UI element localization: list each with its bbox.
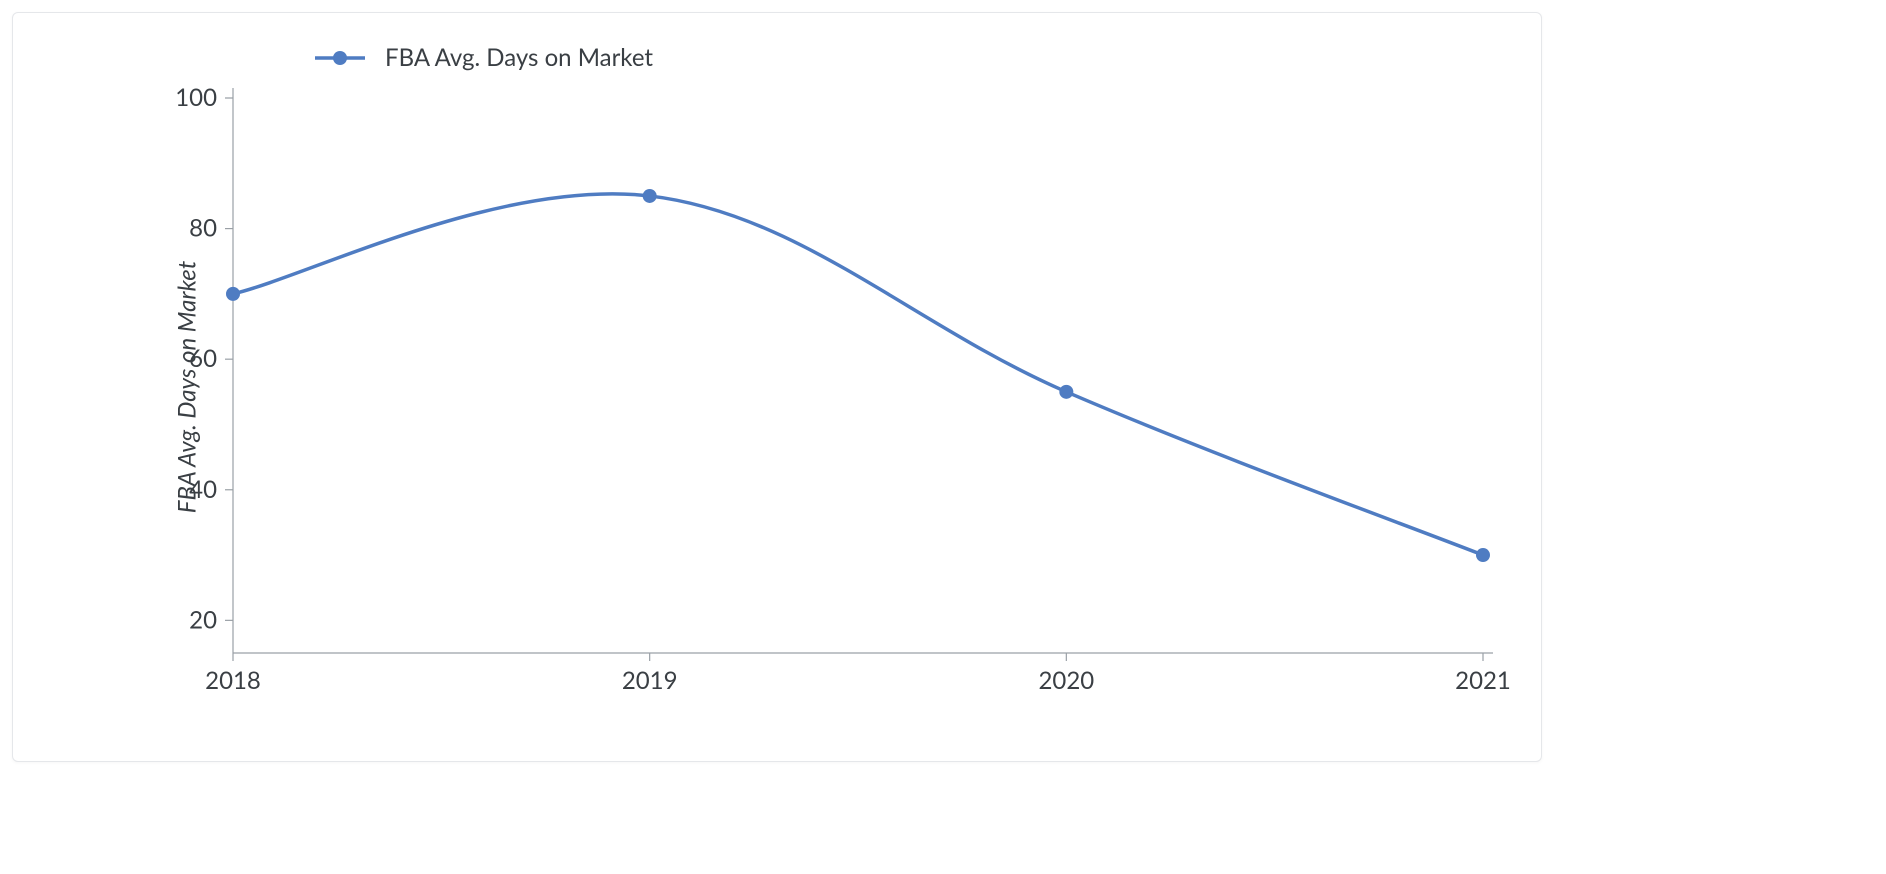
- line-chart: 204060801002018201920202021: [13, 13, 1542, 762]
- x-tick-label: 2019: [622, 666, 678, 695]
- x-tick-label: 2021: [1455, 666, 1511, 695]
- legend-label: FBA Avg. Days on Market: [385, 43, 653, 72]
- series-marker: [1476, 548, 1490, 562]
- series-marker: [226, 287, 240, 301]
- y-tick-label: 100: [175, 83, 217, 112]
- series-marker: [1059, 385, 1073, 399]
- y-tick-label: 20: [189, 605, 217, 634]
- y-axis-title: FBA Avg. Days on Market: [173, 261, 202, 513]
- chart-legend: FBA Avg. Days on Market: [313, 43, 653, 72]
- legend-swatch: [313, 48, 373, 68]
- series-marker: [643, 189, 657, 203]
- series-line: [233, 194, 1483, 555]
- chart-card: FBA Avg. Days on Market FBA Avg. Days on…: [12, 12, 1542, 762]
- x-tick-label: 2018: [205, 666, 261, 695]
- x-tick-label: 2020: [1038, 666, 1094, 695]
- y-tick-label: 80: [189, 214, 217, 243]
